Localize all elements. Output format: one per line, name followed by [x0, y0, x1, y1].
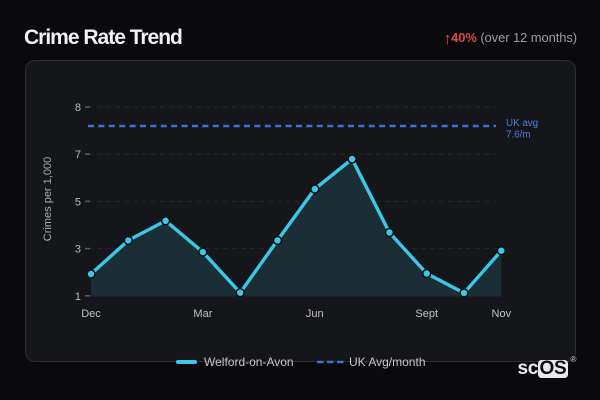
- svg-text:UK avg: UK avg: [506, 118, 538, 129]
- svg-text:1: 1: [75, 291, 81, 303]
- svg-text:7.6/m: 7.6/m: [506, 130, 531, 141]
- svg-text:3: 3: [75, 244, 81, 256]
- svg-text:Crimes per 1,000: Crimes per 1,000: [42, 157, 54, 241]
- svg-text:Sept: Sept: [415, 308, 438, 320]
- svg-text:7: 7: [75, 149, 81, 161]
- svg-text:Dec: Dec: [81, 308, 101, 320]
- svg-text:Mar: Mar: [193, 308, 212, 320]
- svg-text:8: 8: [75, 102, 81, 114]
- svg-text:Nov: Nov: [492, 308, 512, 320]
- svg-text:Jun: Jun: [306, 308, 324, 320]
- svg-text:5: 5: [75, 196, 81, 208]
